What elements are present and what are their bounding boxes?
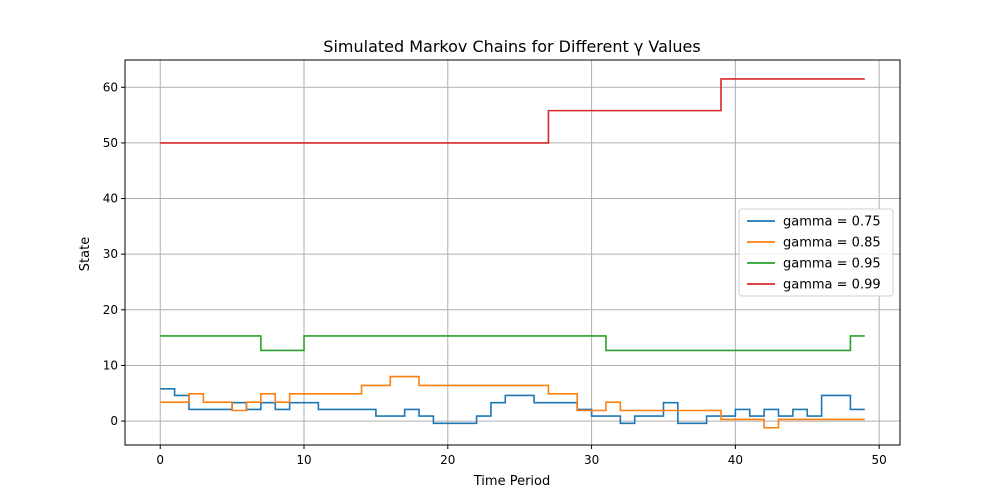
x-tick-label: 40 (728, 453, 743, 467)
series-line (160, 388, 865, 425)
series-line (160, 375, 865, 429)
ticks: 0 10 20 30 40 50 0 10 20 30 40 50 60 (103, 80, 887, 467)
series-line (160, 78, 865, 144)
y-axis-label: State (78, 237, 93, 271)
plot-frame (124, 59, 901, 446)
series-layer (160, 78, 865, 429)
series-line (160, 335, 865, 352)
legend: gamma = 0.75 gamma = 0.85 gamma = 0.95 gamm… (738, 208, 894, 297)
x-axis-label: Time Period (473, 474, 550, 489)
legend-label: gamma = 0.99 (783, 278, 881, 293)
chart-title: Simulated Markov Chains for Different γ … (323, 37, 700, 56)
y-tick-label: 20 (103, 303, 118, 317)
x-tick-label: 30 (584, 453, 599, 467)
y-tick-label: 60 (103, 80, 118, 94)
y-tick-label: 0 (110, 414, 118, 428)
legend-label: gamma = 0.95 (783, 257, 881, 272)
legend-label: gamma = 0.75 (783, 215, 881, 230)
x-tick-label: 50 (872, 453, 887, 467)
y-tick-label: 30 (103, 247, 118, 261)
legend-box (738, 208, 894, 297)
legend-label: gamma = 0.85 (783, 236, 881, 251)
x-tick-label: 20 (440, 453, 455, 467)
x-tick-label: 0 (156, 453, 164, 467)
x-tick-label: 10 (296, 453, 311, 467)
y-tick-label: 50 (103, 136, 118, 150)
y-tick-label: 10 (103, 358, 118, 372)
y-tick-label: 40 (103, 192, 118, 206)
